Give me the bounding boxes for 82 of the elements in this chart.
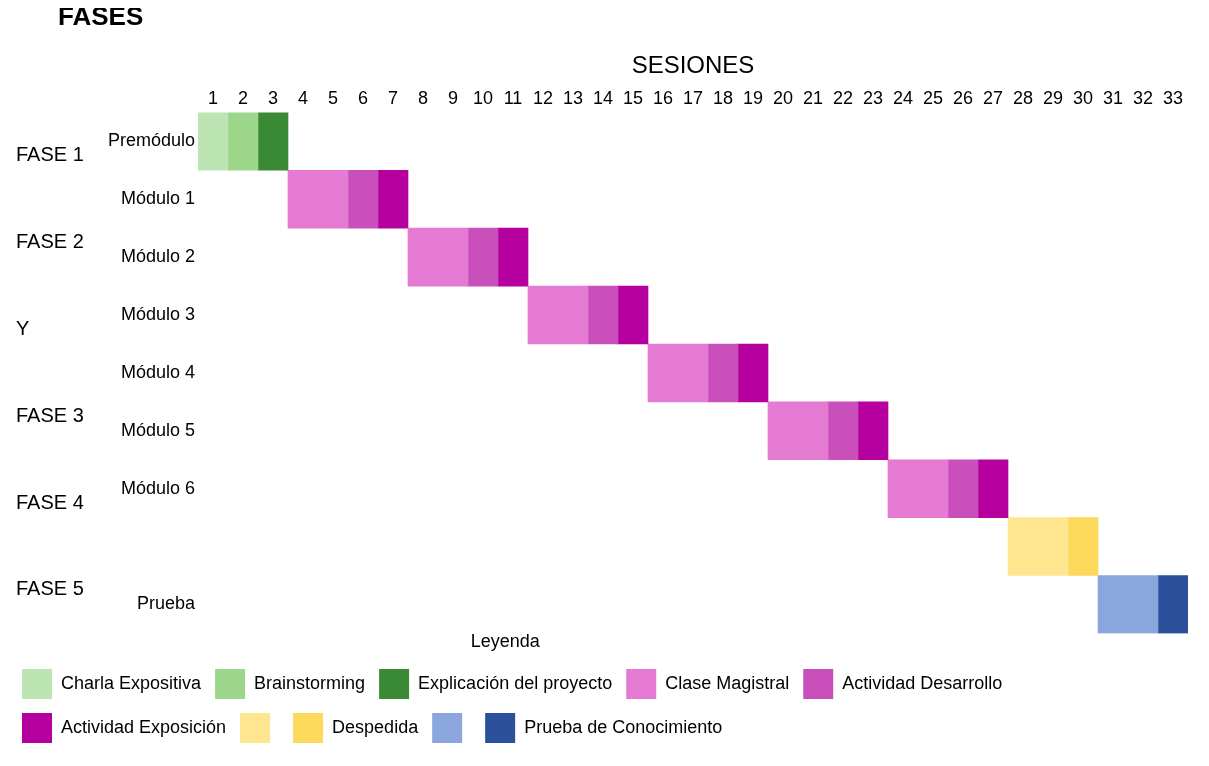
x-tick-label: 7	[387, 87, 399, 108]
x-tick-label: 31	[1102, 87, 1124, 108]
bar	[467, 227, 499, 287]
bar	[1007, 517, 1069, 576]
legend-label: Despedida	[332, 716, 420, 737]
x-tick-label: 32	[1132, 87, 1154, 108]
x-tick-label: 3	[267, 87, 279, 108]
x-tick-label: 8	[417, 87, 429, 108]
x-tick-label: 30	[1072, 87, 1094, 108]
x-tick-label: 1	[207, 87, 219, 108]
y-tick-label: Módulo 3	[120, 303, 195, 324]
bar	[257, 112, 289, 171]
x-tick-label: 19	[742, 87, 764, 108]
x-tick-label: 33	[1162, 87, 1184, 108]
x-tick-label: 9	[447, 87, 459, 108]
bar	[287, 169, 349, 229]
legend-label: Prueba de Conocimiento	[524, 716, 723, 737]
bar	[827, 401, 859, 461]
x-tick-label: 6	[357, 87, 369, 108]
x-tick-label: 21	[802, 87, 824, 108]
y-tick-label: Módulo 1	[120, 188, 195, 209]
y-tick-label: Módulo 4	[120, 361, 195, 382]
bar	[617, 285, 649, 345]
y-tick-label: Módulo 2	[120, 246, 195, 267]
text: Y	[16, 317, 30, 339]
x-tick-label: 26	[952, 87, 974, 108]
x-tick-label: 29	[1042, 87, 1064, 108]
text: FASE 5	[16, 577, 84, 600]
x-tick-label: 20	[772, 87, 794, 108]
x-tick-label: 10	[472, 87, 494, 108]
text: FASE 1	[16, 143, 84, 166]
legend-label: Actividad Exposición	[61, 716, 227, 737]
x-tick-label: 17	[682, 87, 704, 108]
y-tick-label: Módulo 5	[120, 419, 195, 440]
x-tick-label: 22	[832, 87, 854, 108]
x-tick-label: 12	[532, 87, 554, 108]
x-tick-label: 28	[1012, 87, 1034, 108]
bar	[707, 343, 739, 403]
y-tick-label: Prueba	[136, 593, 196, 614]
bar	[767, 401, 829, 461]
x-tick-label: 2	[237, 87, 249, 108]
legend-label: Charla Expositiva	[61, 672, 203, 693]
x-tick-label: 11	[503, 87, 523, 108]
bar	[198, 112, 229, 171]
bar	[347, 169, 379, 229]
legend-label: Brainstorming	[254, 672, 366, 693]
text: FASE 2	[16, 230, 84, 253]
x-tick-label: 25	[922, 87, 944, 108]
bar	[587, 285, 619, 345]
bar	[227, 112, 259, 171]
bar	[1097, 575, 1159, 634]
bar	[947, 459, 979, 518]
x-tick-label: 4	[297, 87, 309, 108]
bar	[377, 169, 409, 229]
bar	[647, 343, 709, 403]
x-tick-label: 23	[862, 87, 884, 108]
x-axis-title: SESIONES	[631, 51, 755, 79]
x-tick-label: 15	[622, 87, 644, 108]
bar	[527, 285, 589, 345]
x-tick-label: 16	[652, 87, 674, 108]
bar	[1067, 517, 1099, 576]
bar	[977, 459, 1009, 518]
x-tick-label: 18	[712, 87, 734, 108]
y-tick-label: Premódulo	[107, 130, 195, 151]
bar	[497, 227, 529, 287]
text: FASE 4	[16, 490, 84, 513]
bar	[857, 401, 889, 461]
bar	[407, 227, 469, 287]
x-tick-label: 24	[892, 87, 914, 108]
legend-label: Explicación del proyecto	[418, 672, 613, 693]
bar	[1157, 575, 1188, 634]
x-tick-label: 5	[327, 87, 339, 108]
x-tick-label: 14	[592, 87, 614, 108]
legend-label: Clase Magistral	[665, 672, 790, 693]
bar	[737, 343, 769, 403]
x-tick-label: 27	[982, 87, 1004, 108]
y-tick-label: Módulo 6	[120, 477, 195, 498]
bar	[887, 459, 949, 518]
legend-title: Leyenda	[470, 631, 541, 652]
x-tick-label: 13	[562, 87, 584, 108]
text: FASE 3	[16, 403, 84, 426]
legend-label: Actividad Desarrollo	[842, 672, 1003, 693]
